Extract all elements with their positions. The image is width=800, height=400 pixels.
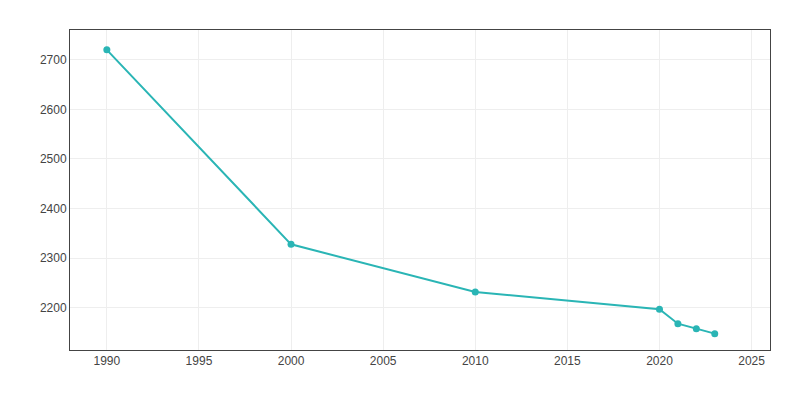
svg-text:2025: 2025 [738, 354, 765, 368]
svg-text:2010: 2010 [462, 354, 489, 368]
svg-text:2020: 2020 [646, 354, 673, 368]
svg-text:2005: 2005 [370, 354, 397, 368]
svg-text:1990: 1990 [93, 354, 120, 368]
svg-text:2200: 2200 [40, 301, 67, 315]
svg-text:2015: 2015 [554, 354, 581, 368]
svg-text:1995: 1995 [186, 354, 213, 368]
svg-text:2000: 2000 [278, 354, 305, 368]
svg-text:2400: 2400 [40, 202, 67, 216]
svg-text:2500: 2500 [40, 152, 67, 166]
svg-text:2700: 2700 [40, 53, 67, 67]
svg-text:2300: 2300 [40, 251, 67, 265]
svg-text:2600: 2600 [40, 103, 67, 117]
